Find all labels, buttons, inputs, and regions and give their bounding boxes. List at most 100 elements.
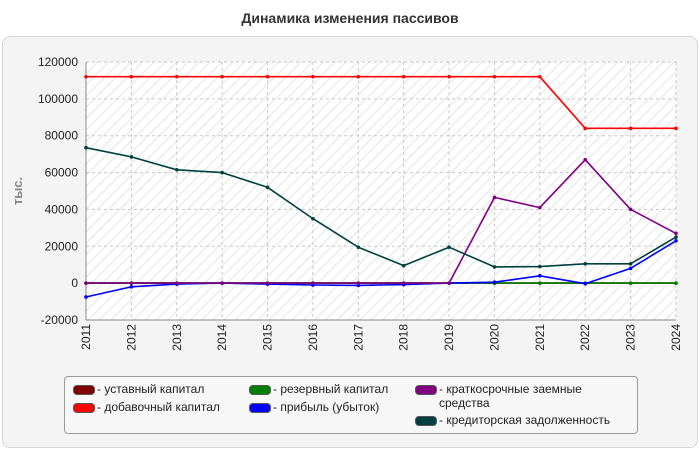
legend-label: - добавочный капитал <box>97 400 220 414</box>
y-tick-label: 100000 <box>38 92 78 106</box>
x-tick-label: 2022 <box>578 324 592 351</box>
data-point <box>583 261 588 266</box>
y-tick-label: 120000 <box>38 55 78 69</box>
data-point <box>174 168 179 172</box>
x-tick-label: 2021 <box>533 324 547 351</box>
data-point <box>674 126 678 131</box>
x-tick-label: 2024 <box>669 324 683 351</box>
data-point <box>674 281 678 285</box>
data-point <box>311 281 315 285</box>
data-point <box>84 281 88 285</box>
legend-swatch <box>415 385 437 395</box>
y-tick-label: 20000 <box>45 239 79 253</box>
data-point <box>538 281 542 285</box>
legend-label: - уставный капитал <box>97 382 205 396</box>
data-point <box>220 74 224 79</box>
data-point <box>220 281 224 285</box>
legend-item-kreditorskaya: - кредиторская задолженность <box>415 413 610 427</box>
data-point <box>674 238 678 243</box>
legend-swatch <box>415 416 437 426</box>
data-point <box>84 145 88 150</box>
legend-label: - резервный капитал <box>273 382 389 396</box>
legend-item-ustavny: - уставный капитал <box>73 382 204 396</box>
legend-swatch <box>249 403 271 413</box>
data-point <box>356 74 361 79</box>
y-tick-label: 60000 <box>45 166 79 180</box>
x-tick-label: 2017 <box>351 324 365 351</box>
y-axis-label: тыс. <box>10 177 25 205</box>
data-point <box>583 281 588 286</box>
data-point <box>538 74 542 79</box>
legend-item-rezervny: - резервный капитал <box>249 382 388 396</box>
legend-swatch <box>73 385 95 395</box>
data-point <box>356 245 361 250</box>
data-point <box>129 281 134 285</box>
data-point <box>674 235 678 239</box>
x-tick-label: 2014 <box>215 324 229 351</box>
x-tick-label: 2020 <box>487 324 501 351</box>
legend-item-pribyl: - прибыль (убыток) <box>249 400 379 414</box>
data-point <box>492 74 497 79</box>
series-line-4 <box>86 158 677 284</box>
data-point <box>628 126 633 131</box>
data-point <box>447 281 451 285</box>
data-point <box>628 266 633 271</box>
data-point <box>538 205 542 210</box>
legend-label: - кредиторская задолженность <box>439 413 611 427</box>
data-point <box>447 74 451 79</box>
chart-title: Динамика изменения пассивов <box>241 10 459 26</box>
x-tick-label: 2018 <box>397 324 411 351</box>
series-line-1 <box>86 75 676 130</box>
data-point <box>447 245 451 250</box>
data-point <box>129 285 134 289</box>
data-point <box>538 264 542 269</box>
data-point <box>129 155 134 159</box>
x-tick-label: 2023 <box>624 324 638 351</box>
x-tick-label: 2013 <box>170 324 184 351</box>
data-point <box>129 74 134 79</box>
y-tick-label: 0 <box>71 276 78 290</box>
series-line-5 <box>85 146 677 268</box>
legend: - уставный капитал - добавочный капитал … <box>64 376 638 434</box>
legend-label: - краткосрочные заемные средства <box>439 382 582 410</box>
legend-swatch <box>73 403 95 413</box>
data-point <box>492 195 497 200</box>
data-point <box>356 281 361 285</box>
data-point <box>583 157 588 162</box>
data-point <box>311 74 315 79</box>
legend-label: - прибыль (убыток) <box>273 400 380 414</box>
data-point <box>265 74 270 79</box>
x-tick-label: 2016 <box>306 324 320 351</box>
data-point <box>628 207 633 212</box>
series-line-3 <box>85 240 677 298</box>
x-tick-label: 2012 <box>124 324 138 351</box>
data-point <box>265 185 270 190</box>
plot-area <box>86 62 676 320</box>
data-point <box>84 74 88 79</box>
legend-item-kratkosrochnye: - краткосрочные заемные средства <box>415 382 615 410</box>
data-point <box>220 170 224 175</box>
data-point <box>401 263 406 268</box>
data-point <box>628 281 633 285</box>
x-tick-label: 2011 <box>79 324 93 350</box>
legend-swatch <box>249 385 271 395</box>
data-point <box>492 280 497 285</box>
data-point <box>174 74 179 79</box>
legend-item-dobavochny: - добавочный капитал <box>73 400 220 414</box>
data-point <box>628 261 633 266</box>
data-point <box>84 295 88 299</box>
x-tick-label: 2015 <box>261 324 275 351</box>
data-point <box>174 281 179 285</box>
y-tick-label: 80000 <box>45 129 79 143</box>
y-tick-label: -20000 <box>41 313 79 327</box>
data-point <box>265 281 270 285</box>
data-point <box>583 126 588 131</box>
data-point <box>538 273 542 278</box>
data-point <box>311 216 315 221</box>
x-tick-label: 2019 <box>442 324 456 351</box>
y-tick-label: 40000 <box>45 202 79 216</box>
data-point <box>401 281 406 285</box>
data-point <box>492 265 497 269</box>
data-point <box>401 74 406 79</box>
